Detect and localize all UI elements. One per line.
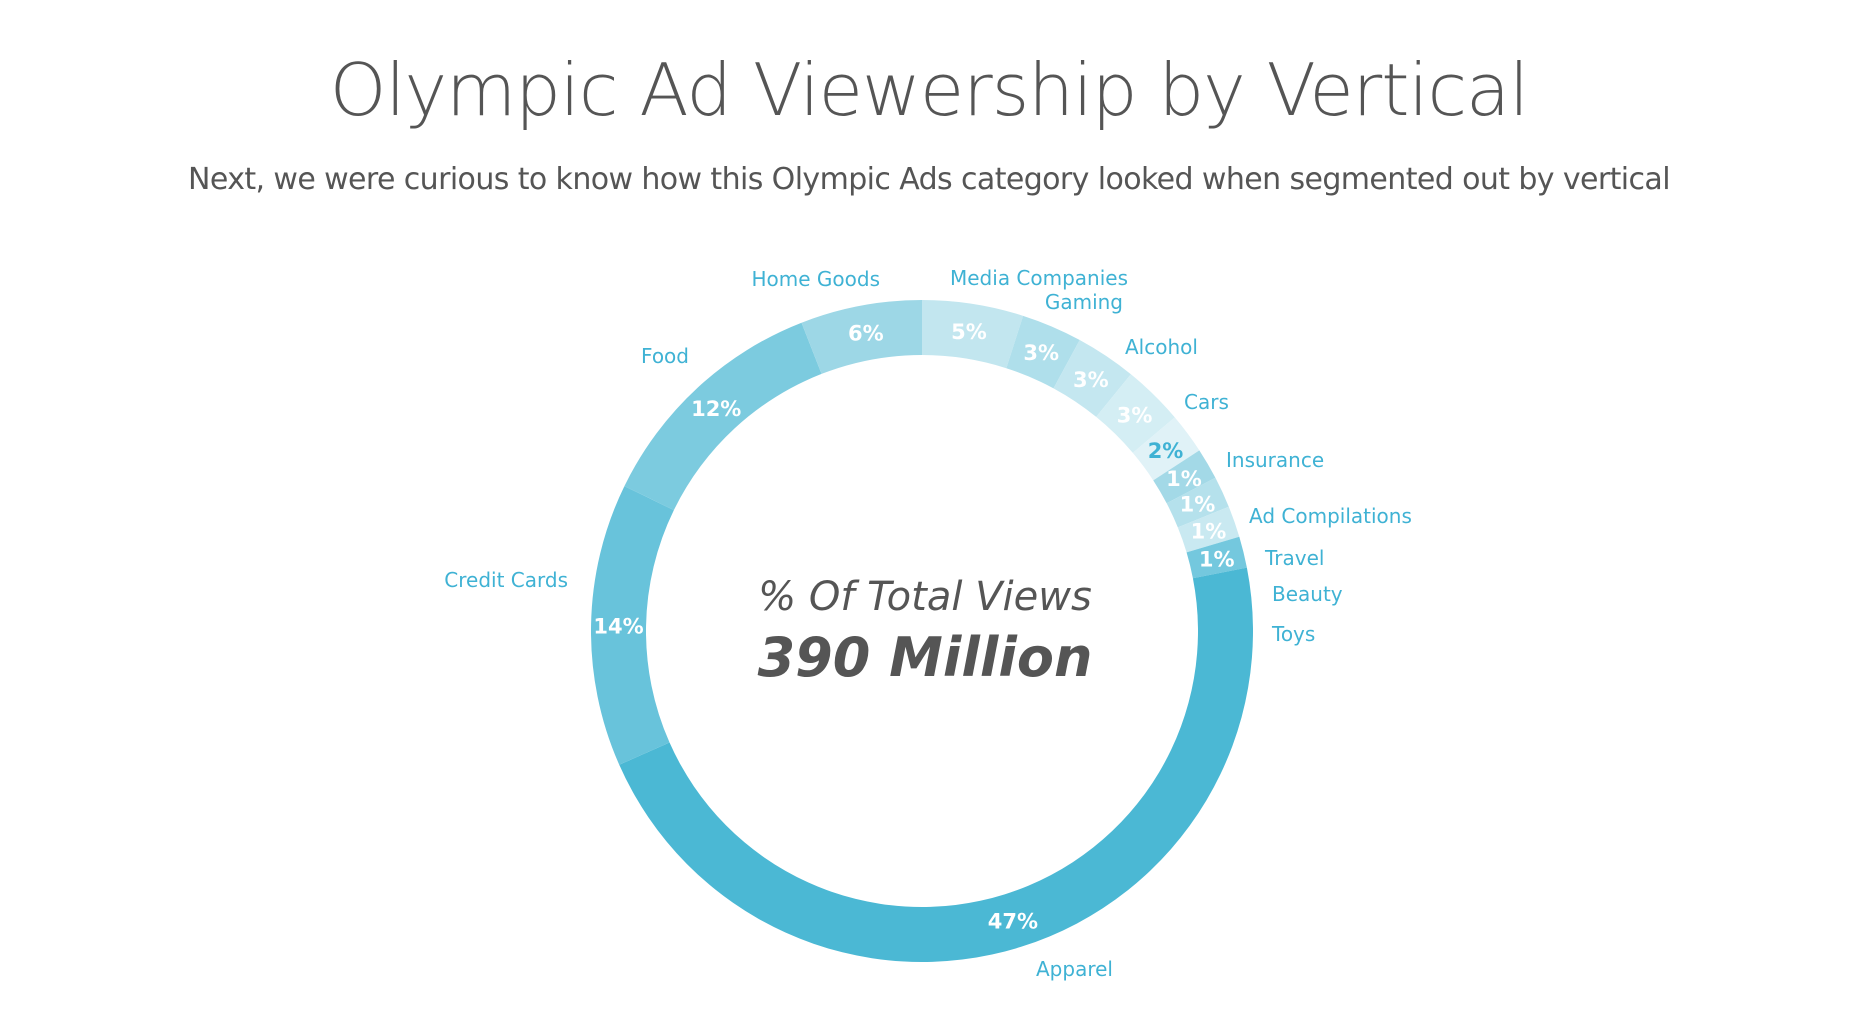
page-title: Olympic Ad Viewership by Vertical <box>329 48 1529 132</box>
category-label: Media Companies <box>950 266 1128 290</box>
category-label: Ad Compilations <box>1249 504 1412 528</box>
page-subtitle: Next, we were curious to know how this O… <box>188 162 1671 197</box>
category-label: Credit Cards <box>444 568 568 592</box>
slice-beauty <box>1177 506 1240 553</box>
percent-label: 3% <box>1117 403 1153 427</box>
slice-media-companies <box>922 300 1024 369</box>
slice-credit-cards <box>591 486 674 765</box>
slice-apparel <box>619 567 1253 962</box>
category-label: Gaming <box>1045 290 1123 314</box>
category-label: Alcohol <box>1125 335 1198 359</box>
percent-label: 12% <box>691 397 741 421</box>
category-label: Toys <box>1271 622 1315 646</box>
slice-gaming <box>1006 315 1080 389</box>
center-label: % Of Total Views <box>758 574 1092 620</box>
percent-label: 5% <box>951 320 987 344</box>
slice-travel <box>1166 477 1229 528</box>
percent-label: 1% <box>1199 548 1235 572</box>
category-label: Apparel <box>1036 957 1113 981</box>
percent-label: 3% <box>1073 368 1109 392</box>
slice-food <box>624 322 822 511</box>
percent-label: 6% <box>848 322 884 346</box>
slice-alcohol <box>1053 339 1131 417</box>
percent-label: 47% <box>988 910 1038 934</box>
category-label: Cars <box>1184 390 1229 414</box>
category-label: Travel <box>1264 546 1324 570</box>
percent-label: 3% <box>1023 341 1059 365</box>
category-label: Food <box>641 344 689 368</box>
slice-toys <box>1186 536 1247 579</box>
slice-cars <box>1096 374 1175 453</box>
percent-label: 1% <box>1180 493 1216 517</box>
percent-label: 2% <box>1148 439 1184 463</box>
category-label: Beauty <box>1272 582 1343 606</box>
center-value: 390 Million <box>758 626 1093 689</box>
category-label: Insurance <box>1226 448 1324 472</box>
slice-home-goods <box>801 300 922 374</box>
slice-insurance <box>1132 417 1200 481</box>
slice-ad-compilations <box>1153 450 1216 504</box>
percent-label: 1% <box>1166 467 1202 491</box>
category-label: Home Goods <box>751 267 880 291</box>
percent-label: 14% <box>593 614 643 638</box>
percent-label: 1% <box>1191 520 1227 544</box>
